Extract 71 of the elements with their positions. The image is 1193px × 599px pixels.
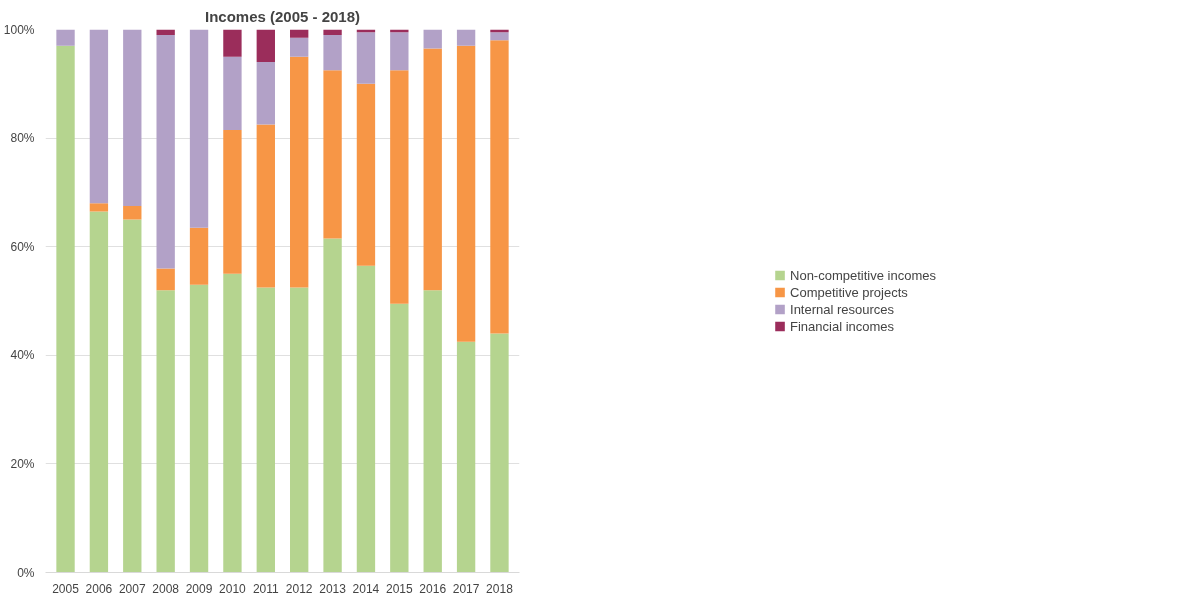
bar [223,129,242,274]
bar [390,70,409,304]
bar [323,29,342,35]
x-tick-label: 2013 [319,581,347,596]
x-tick-label: 2018 [486,581,514,596]
x-tick-label: 2009 [185,581,213,596]
bar [390,303,409,573]
bar [323,238,342,573]
bar [223,273,242,573]
y-tick-label: 80% [10,131,35,146]
bar [356,32,376,84]
legend-label: Financial incomes [790,318,895,334]
bar [189,29,209,228]
x-tick-label: 2011 [252,581,280,596]
bar [290,56,309,288]
bar [256,62,275,125]
bar [290,37,309,57]
bar [89,211,109,573]
bar [223,56,242,130]
y-tick-label: 20% [10,456,35,471]
bar [156,290,175,573]
y-tick-label: 0% [17,565,35,580]
bar [423,29,442,49]
bar [356,265,376,573]
y-tick-label: 40% [10,348,35,363]
bar [423,48,442,291]
bar [490,333,509,573]
bar [123,219,142,573]
bar [356,83,376,266]
x-tick-label: 2005 [52,581,80,596]
bar [89,29,109,204]
bar [56,29,75,46]
x-tick-label: 2016 [419,581,447,596]
x-tick-label: 2017 [452,581,480,596]
legend-label: Non-competitive incomes [790,267,936,283]
bar [323,70,342,239]
bar [490,32,509,41]
y-tick-label: 100% [3,22,35,37]
x-tick-label: 2012 [285,581,313,596]
x-tick-label: 2010 [219,581,247,596]
bar [490,40,509,334]
x-tick-label: 2006 [85,581,113,596]
bar [323,34,342,71]
bar [123,205,142,220]
bar [89,203,109,212]
bar [56,45,75,573]
bar [456,45,476,342]
bar [189,227,209,285]
bar [156,34,175,269]
bar [456,29,476,46]
legend-label: Competitive projects [790,284,908,300]
bar [423,290,442,573]
x-tick-label: 2008 [152,581,180,596]
bar [456,341,476,573]
x-tick-label: 2007 [118,581,146,596]
bar [223,29,242,57]
bar [256,287,275,573]
legend-label: Internal resources [790,301,895,317]
bar [256,29,275,63]
bar [123,29,142,206]
x-tick-label: 2014 [352,581,380,596]
bar [156,29,175,35]
bar [290,287,309,573]
bar [390,32,409,71]
bar [256,124,275,288]
chart-title: Incomes (2005 - 2018) [204,7,361,25]
bar [189,284,209,573]
y-tick-label: 60% [10,239,35,254]
bar [290,29,309,38]
bar [156,268,175,291]
x-tick-label: 2015 [385,581,413,596]
